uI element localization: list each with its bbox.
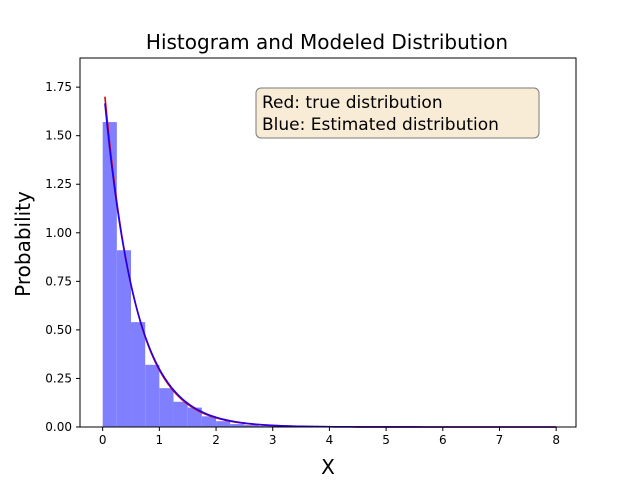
- histogram-bar: [216, 421, 230, 427]
- histogram-bar: [103, 122, 117, 427]
- x-tick-label: 2: [212, 433, 220, 447]
- x-tick-label: 3: [269, 433, 277, 447]
- y-tick-label: 0.00: [45, 420, 72, 434]
- y-tick-label: 0.25: [45, 371, 72, 385]
- x-tick-label: 0: [99, 433, 107, 447]
- histogram-bar: [174, 402, 188, 427]
- chart-title: Histogram and Modeled Distribution: [146, 30, 508, 54]
- y-tick-label: 1.50: [45, 129, 72, 143]
- x-tick-label: 8: [552, 433, 560, 447]
- y-axis-label: Probability: [11, 191, 35, 297]
- y-tick-label: 1.75: [45, 80, 72, 94]
- y-tick-label: 0.75: [45, 274, 72, 288]
- annotation-line-estimated: Blue: Estimated distribution: [262, 115, 499, 135]
- x-tick-label: 5: [382, 433, 390, 447]
- y-tick-label: 0.50: [45, 323, 72, 337]
- histogram-bar: [131, 322, 145, 427]
- y-tick-label: 1.00: [45, 226, 72, 240]
- histogram-bar: [145, 365, 159, 427]
- annotation-box: Red: true distribution Blue: Estimated d…: [256, 88, 539, 138]
- x-axis-label: X: [321, 455, 335, 479]
- y-tick-label: 1.25: [45, 177, 72, 191]
- histogram-bar: [159, 388, 173, 427]
- x-tick-label: 4: [326, 433, 334, 447]
- x-tick-label: 1: [156, 433, 164, 447]
- annotation-line-true: Red: true distribution: [262, 93, 443, 113]
- x-tick-label: 6: [439, 433, 447, 447]
- x-tick-label: 7: [496, 433, 504, 447]
